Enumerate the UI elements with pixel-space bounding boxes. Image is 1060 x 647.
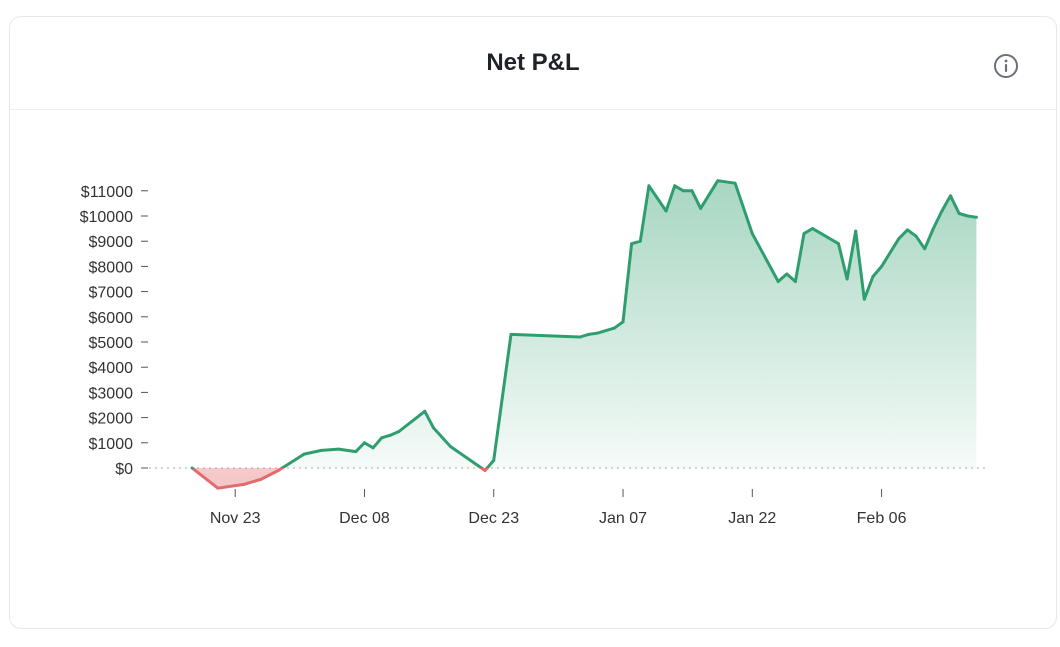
x-tick-label: Jan 07 xyxy=(599,510,647,527)
data-point xyxy=(647,184,651,188)
x-tick-label: Nov 23 xyxy=(210,510,261,527)
card-header: Net P&L xyxy=(10,17,1056,110)
data-point xyxy=(664,209,668,213)
data-point xyxy=(897,237,901,241)
data-point xyxy=(940,209,944,213)
y-tick-label: $2000 xyxy=(89,411,134,428)
data-point xyxy=(449,445,453,449)
data-point xyxy=(690,189,694,193)
data-point xyxy=(362,441,366,445)
data-point xyxy=(302,452,306,456)
data-point xyxy=(681,189,685,193)
data-point xyxy=(216,486,220,490)
y-tick-label: $5000 xyxy=(89,335,134,352)
data-point xyxy=(802,232,806,236)
data-point xyxy=(354,450,358,454)
info-circle-icon[interactable] xyxy=(993,53,1019,79)
data-point xyxy=(974,215,978,219)
data-point xyxy=(785,272,789,276)
data-point xyxy=(716,179,720,183)
data-point xyxy=(949,194,953,198)
data-point xyxy=(483,469,487,473)
data-point xyxy=(242,482,246,486)
y-tick-label: $11000 xyxy=(81,184,133,201)
data-points xyxy=(190,179,978,490)
data-point xyxy=(862,297,866,301)
data-point xyxy=(871,274,875,278)
data-point xyxy=(733,181,737,185)
y-tick-label: $3000 xyxy=(89,385,134,402)
data-point xyxy=(492,458,496,462)
x-tick-label: Jan 22 xyxy=(728,510,776,527)
x-axis: Nov 23 Dec 08 Dec 23 Jan 07 Jan 22 Feb 06 xyxy=(210,489,907,527)
data-point xyxy=(638,239,642,243)
y-tick-label: $1000 xyxy=(89,436,134,453)
y-tick-label: $4000 xyxy=(89,360,134,377)
y-tick-label: $9000 xyxy=(89,234,134,251)
data-point xyxy=(966,214,970,218)
data-point xyxy=(905,228,909,232)
data-point xyxy=(845,277,849,281)
y-axis: $0 $1000 $2000 $3000 $4000 $5000 $6000 $7000 $80… xyxy=(80,184,148,478)
data-point xyxy=(673,184,677,188)
data-point xyxy=(388,433,392,437)
y-tick-label: $10000 xyxy=(80,209,133,226)
series-line xyxy=(190,179,978,490)
y-tick-label: $8000 xyxy=(89,259,134,276)
y-tick-label: $0 xyxy=(115,461,133,478)
data-point xyxy=(793,280,797,284)
data-point xyxy=(371,446,375,450)
data-point xyxy=(337,447,341,451)
data-point xyxy=(595,331,599,335)
data-point xyxy=(380,436,384,440)
positive-area xyxy=(192,180,977,468)
data-point xyxy=(811,227,815,231)
data-point xyxy=(699,206,703,210)
card-title: Net P&L xyxy=(486,49,580,76)
y-tick-label: $7000 xyxy=(89,285,134,302)
data-point xyxy=(836,242,840,246)
negative-area xyxy=(192,468,977,489)
x-tick-label: Feb 06 xyxy=(857,510,907,527)
data-point xyxy=(931,227,935,231)
data-point xyxy=(854,229,858,233)
data-point xyxy=(423,409,427,413)
data-point xyxy=(612,326,616,330)
data-point xyxy=(276,469,280,473)
y-tick-label: $6000 xyxy=(89,310,134,327)
data-point xyxy=(880,264,884,268)
data-point xyxy=(957,211,961,215)
data-point xyxy=(776,280,780,284)
data-point xyxy=(578,335,582,339)
data-point xyxy=(259,477,263,481)
x-tick-label: Dec 23 xyxy=(468,510,519,527)
data-point xyxy=(587,332,591,336)
data-point xyxy=(509,332,513,336)
data-point xyxy=(397,429,401,433)
data-point xyxy=(190,466,194,470)
data-point xyxy=(750,232,754,236)
data-point xyxy=(621,320,625,324)
x-tick-label: Dec 08 xyxy=(339,510,390,527)
data-point xyxy=(914,234,918,238)
area-fill xyxy=(192,180,977,489)
data-point xyxy=(923,247,927,251)
data-point xyxy=(319,448,323,452)
data-point xyxy=(431,426,435,430)
data-point xyxy=(630,242,634,246)
